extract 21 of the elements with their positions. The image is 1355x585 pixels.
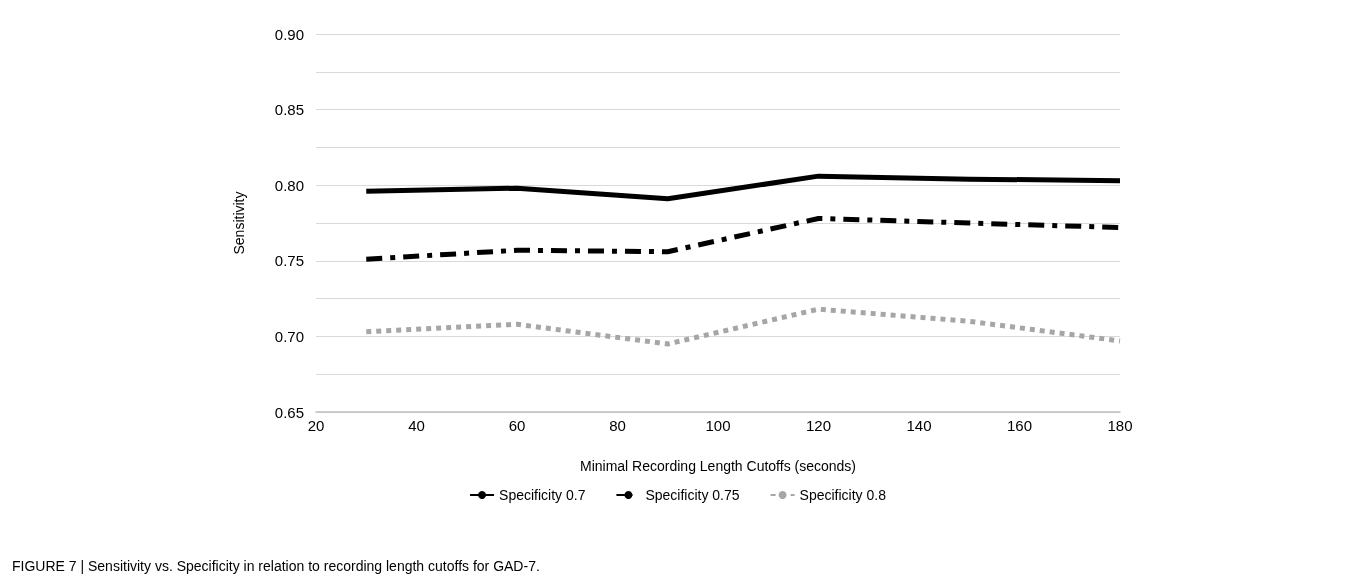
y-axis-title: Sensitivity bbox=[231, 191, 247, 255]
y-tick-label: 0.80 bbox=[274, 176, 304, 194]
legend-label: Specificity 0.7 bbox=[499, 487, 586, 503]
y-tick-label: 0.65 bbox=[274, 403, 304, 421]
legend-label: Specificity 0.75 bbox=[645, 487, 740, 503]
x-tick-label: 180 bbox=[1107, 417, 1133, 434]
y-tick-label: 0.85 bbox=[274, 101, 304, 119]
x-tick-label: 40 bbox=[408, 417, 425, 434]
legend-label: Specificity 0.8 bbox=[799, 487, 887, 503]
x-tick-label: 20 bbox=[307, 417, 325, 434]
y-tick-label: 0.90 bbox=[274, 25, 304, 43]
x-tick-label: 80 bbox=[609, 417, 626, 434]
x-tick-label: 140 bbox=[906, 417, 932, 434]
y-tick-label: 0.70 bbox=[274, 327, 304, 345]
x-tick-label: 100 bbox=[705, 417, 731, 434]
caption: FIGURE 7 | Sensitivity vs. Specificity in relation to recording length cutoffs for GAD-7. bbox=[12, 558, 540, 574]
x-tick-label: 160 bbox=[1006, 417, 1033, 434]
y-tick-label: 0.75 bbox=[274, 252, 304, 270]
x-tick-label: 60 bbox=[508, 417, 526, 434]
x-tick-label: 120 bbox=[805, 417, 832, 434]
x-axis-title: Minimal Recording Length Cutoffs (seconds) bbox=[580, 458, 856, 474]
